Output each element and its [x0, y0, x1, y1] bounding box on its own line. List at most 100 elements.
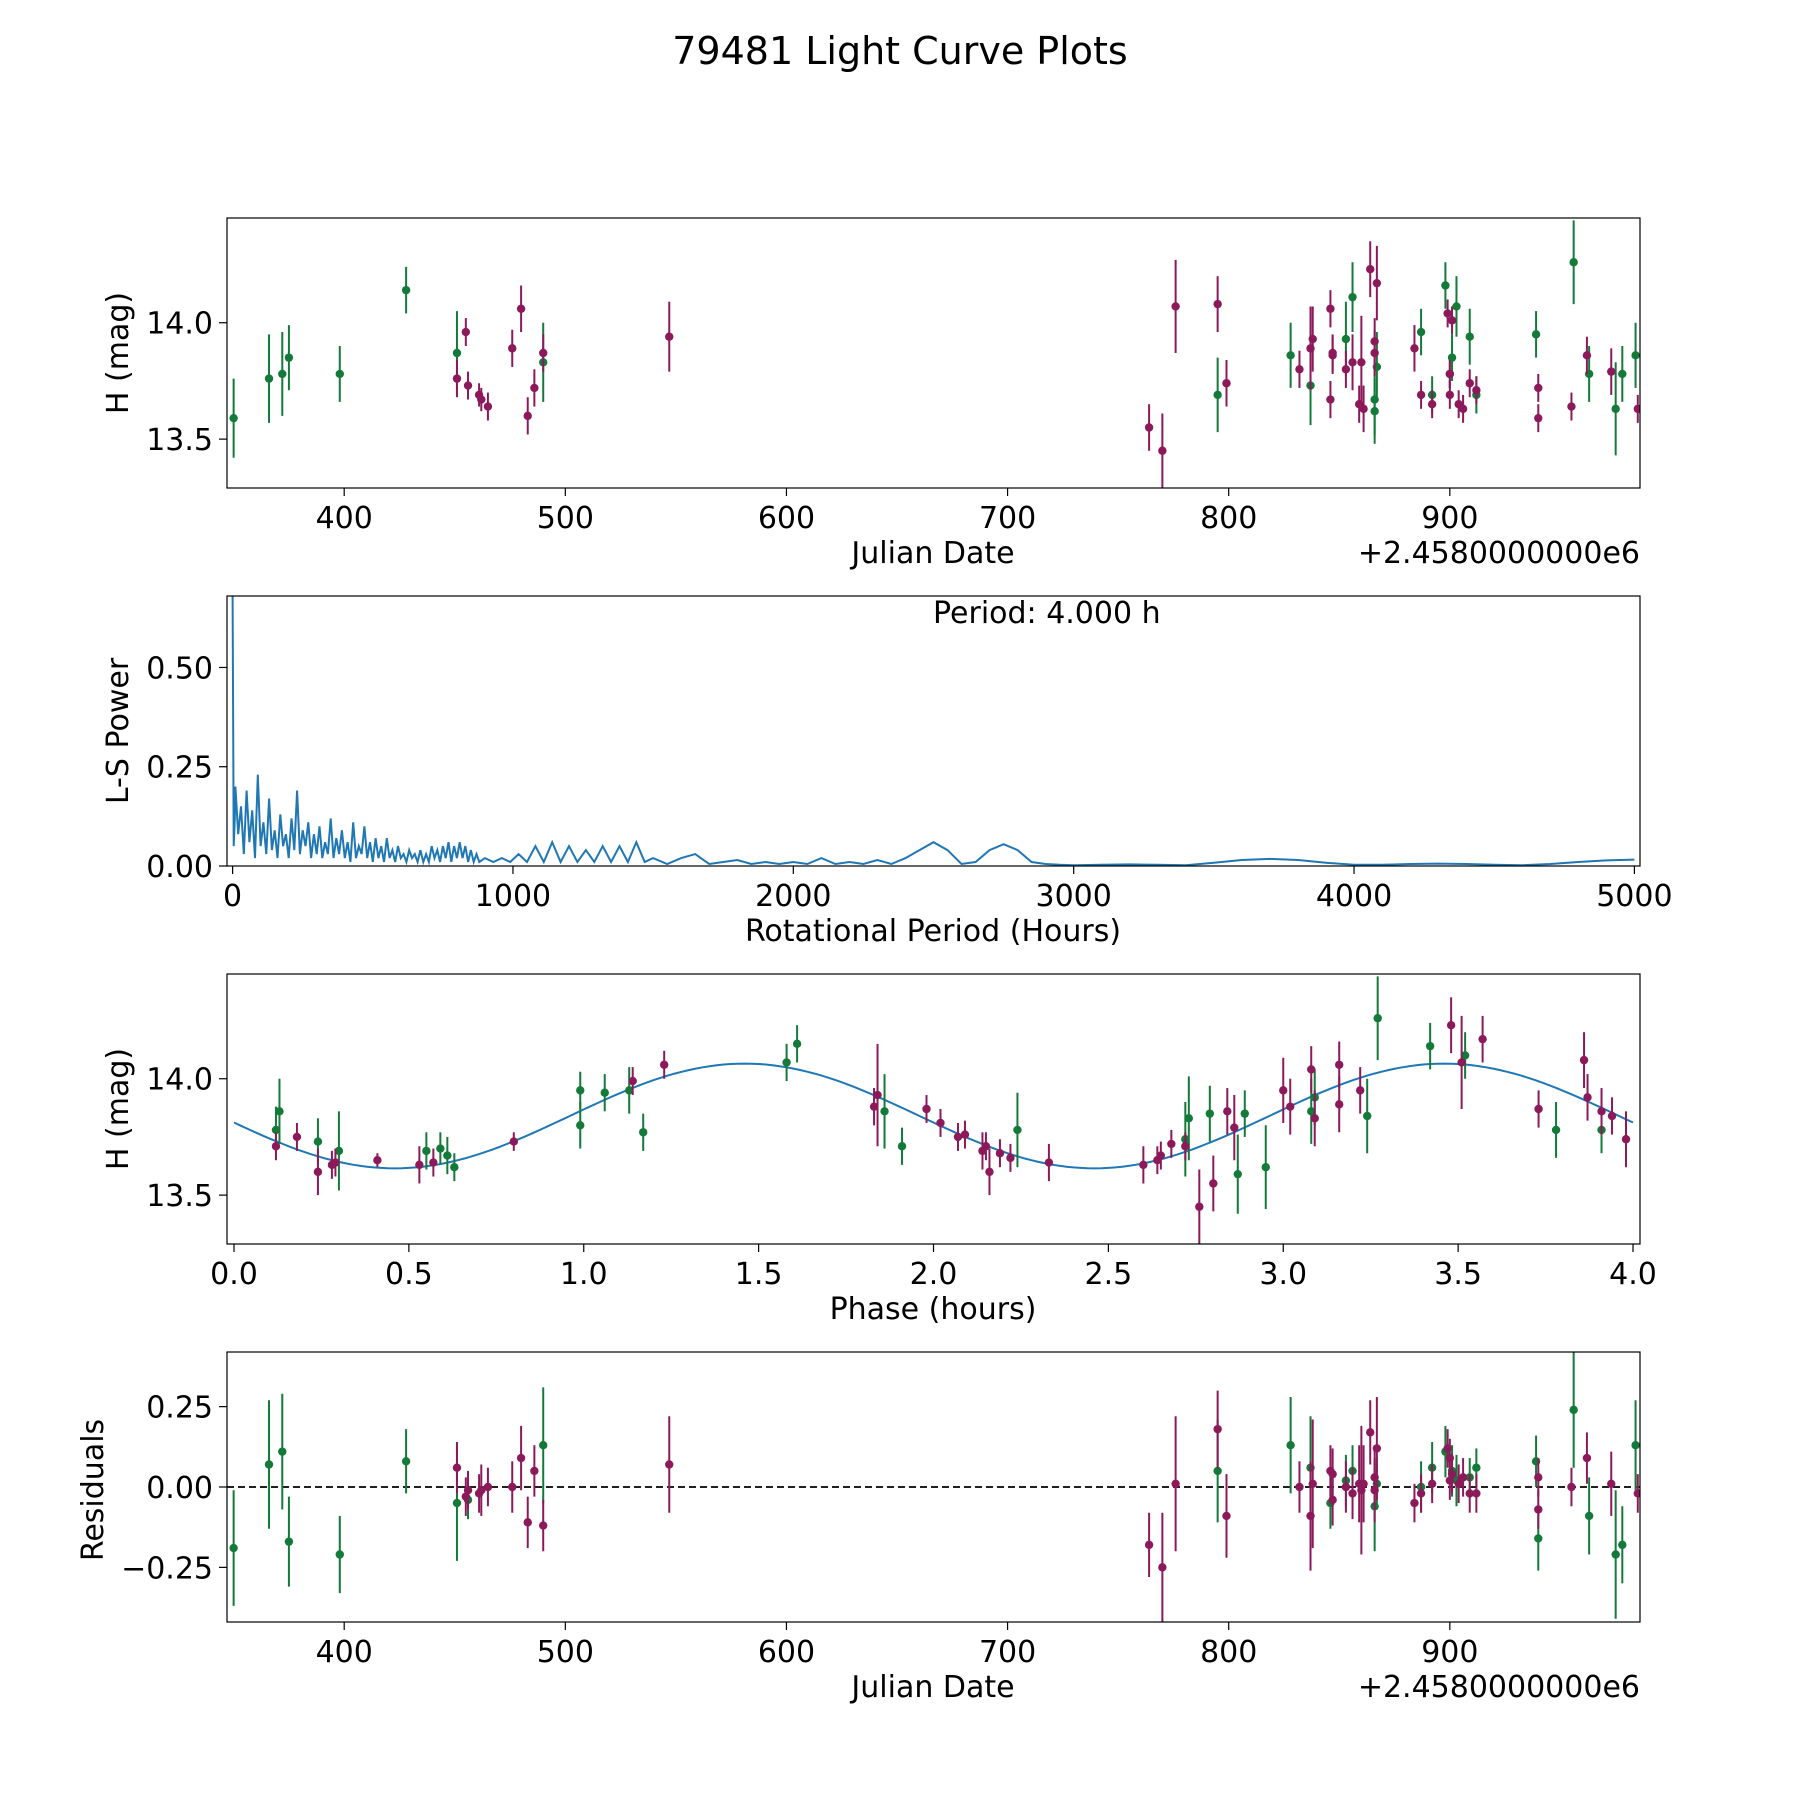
data-point — [922, 1104, 931, 1114]
data-point — [1335, 1060, 1344, 1069]
data-point — [1328, 351, 1337, 360]
data-point — [1425, 1041, 1435, 1051]
data-point — [1295, 1482, 1304, 1492]
data-point — [1534, 413, 1543, 423]
lightcurve-ticks: 400 500 600 700 800 900 13.5 14.0 — [146, 307, 1478, 536]
data-point — [1357, 358, 1366, 367]
data-point — [1213, 299, 1222, 309]
data-point — [1366, 1428, 1375, 1437]
phased-xlabel: Phase (hours) — [830, 1292, 1037, 1327]
data-point — [1607, 1479, 1616, 1488]
data-point — [1472, 1489, 1481, 1498]
data-point — [1454, 1479, 1463, 1488]
periodogram-marks — [231, 596, 1635, 866]
data-point — [1465, 379, 1474, 388]
y-tick-label: 0.25 — [146, 1391, 213, 1426]
data-point — [452, 374, 462, 383]
data-point — [275, 1107, 284, 1116]
data-point — [576, 1086, 585, 1095]
data-point — [1416, 1489, 1426, 1498]
x-tick-label: 0.0 — [210, 1257, 258, 1292]
data-point — [422, 1146, 431, 1156]
data-point — [665, 1460, 674, 1469]
data-point — [1472, 1463, 1481, 1472]
data-point — [313, 1167, 323, 1177]
x-tick-label: 700 — [979, 1635, 1036, 1670]
data-point — [1427, 1479, 1437, 1488]
data-point — [1261, 1162, 1270, 1172]
periodogram-annotation: Period: 4.000 h — [933, 596, 1161, 631]
data-point — [1144, 1540, 1154, 1550]
data-point — [483, 402, 493, 411]
data-point — [1373, 1014, 1382, 1023]
data-point — [869, 1102, 879, 1111]
data-point — [1445, 369, 1455, 379]
data-point — [1457, 1058, 1466, 1067]
data-point — [1286, 351, 1295, 360]
data-point — [1372, 278, 1382, 288]
data-point — [1341, 1482, 1351, 1492]
y-tick-label: 0.00 — [146, 850, 213, 885]
data-point — [1326, 395, 1335, 404]
data-point — [1335, 1100, 1344, 1109]
data-point — [415, 1160, 424, 1170]
data-point — [278, 1447, 287, 1456]
data-point — [1631, 1441, 1640, 1450]
data-point — [509, 1137, 518, 1146]
data-point — [1472, 386, 1481, 395]
data-point — [1359, 404, 1368, 414]
data-point — [401, 285, 411, 295]
periodogram-xlabel: Rotational Period (Hours) — [745, 914, 1121, 949]
data-point — [1447, 316, 1457, 325]
data-point — [1447, 1469, 1457, 1479]
data-point — [1534, 1534, 1543, 1543]
data-point — [659, 1060, 669, 1069]
data-point — [1567, 402, 1576, 411]
data-point — [1209, 1179, 1218, 1188]
lightcurve-panel: 400 500 600 700 800 900 13.5 14.0 Julian Date +… — [101, 217, 1641, 571]
data-point — [1230, 1123, 1239, 1132]
data-point — [897, 1142, 907, 1151]
residuals-ticks: 400 500 600 700 800 900 −0.25 0.00 0.25 — [121, 1391, 1478, 1670]
data-point — [1359, 1479, 1368, 1488]
x-tick-label: 600 — [758, 501, 815, 536]
data-point — [539, 1441, 548, 1450]
data-point — [284, 1537, 294, 1546]
x-tick-label: 1.5 — [735, 1257, 783, 1292]
data-point — [292, 1132, 302, 1142]
data-point — [1158, 1563, 1167, 1572]
data-point — [1460, 1051, 1470, 1060]
phased-plot-area — [233, 976, 1634, 1244]
data-point — [452, 1498, 462, 1508]
data-point — [1582, 1453, 1592, 1463]
data-point — [1341, 334, 1351, 344]
residuals-panel: 400 500 600 700 800 900 −0.25 0.00 0.25 Julian D… — [76, 1351, 1641, 1705]
data-point — [1326, 304, 1335, 313]
data-point — [452, 348, 462, 358]
data-point — [1158, 446, 1167, 455]
data-point — [1534, 1104, 1543, 1114]
data-point — [1607, 367, 1616, 376]
residuals-xlabel: Julian Date — [849, 1670, 1014, 1705]
data-point — [335, 369, 344, 379]
data-point — [782, 1058, 791, 1067]
data-point — [1582, 351, 1592, 360]
data-point — [1307, 1065, 1316, 1074]
y-tick-label: 0.00 — [146, 1471, 213, 1506]
data-point — [1567, 1482, 1576, 1492]
data-point — [1307, 1107, 1316, 1116]
data-point — [953, 1132, 963, 1142]
x-tick-label: 3000 — [1035, 879, 1111, 914]
data-point — [1531, 330, 1541, 339]
data-point — [443, 1151, 452, 1160]
residuals-marks — [227, 1352, 1640, 1622]
data-point — [530, 1466, 539, 1476]
periodogram-panel: 0 1000 2000 3000 4000 5000 0.00 0.25 0.50 Period… — [101, 595, 1673, 949]
x-tick-label: 3.0 — [1259, 1257, 1307, 1292]
data-point — [1310, 1114, 1319, 1123]
data-point — [1181, 1142, 1190, 1151]
x-tick-label: 500 — [537, 1635, 594, 1670]
data-point — [463, 381, 473, 390]
data-point — [576, 1121, 585, 1130]
